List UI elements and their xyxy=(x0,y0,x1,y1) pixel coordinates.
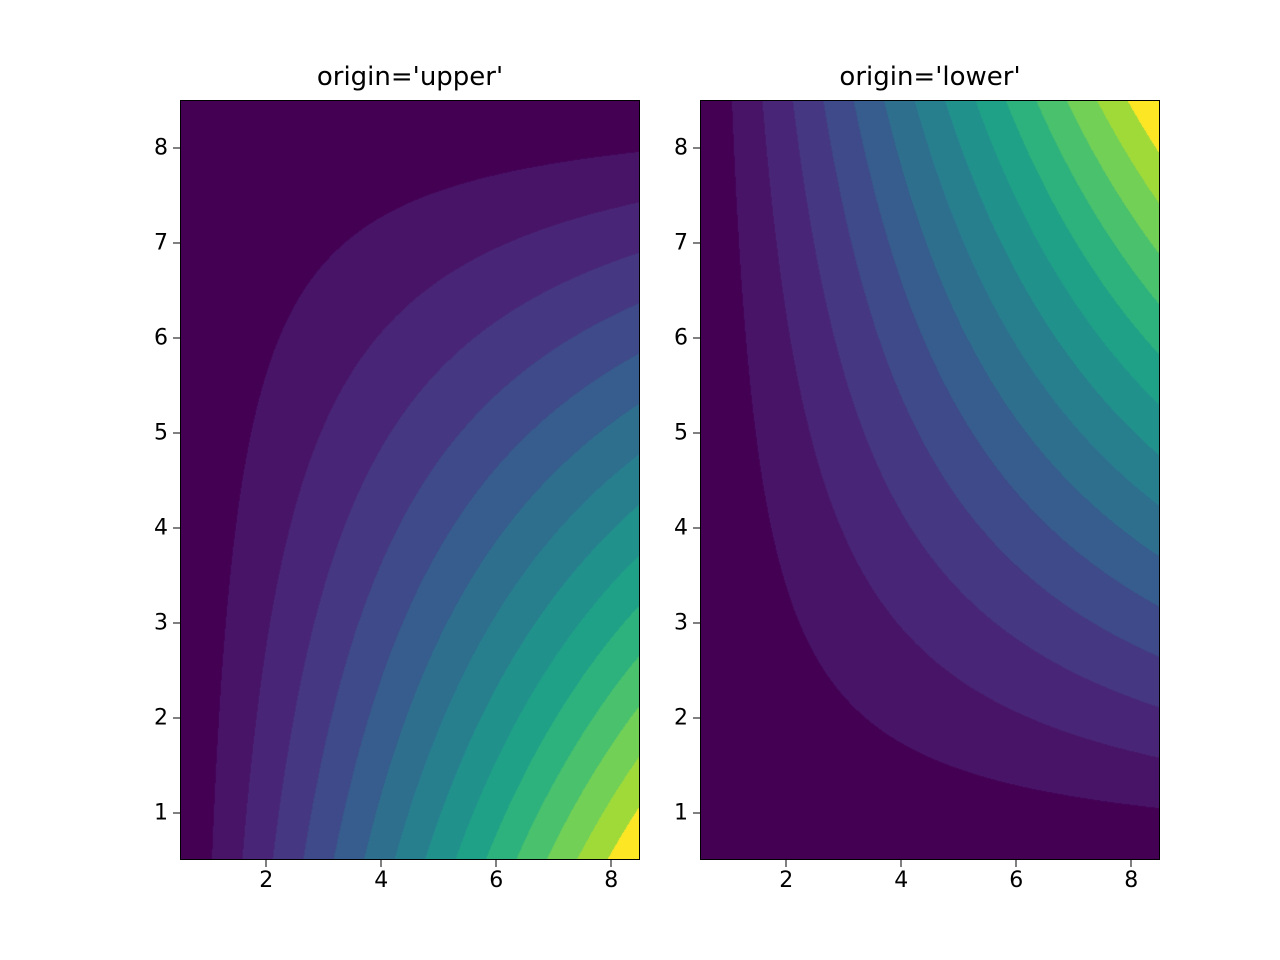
xtick-label: 2 xyxy=(259,868,273,893)
xtick-mark xyxy=(266,860,267,867)
ytick-label: 3 xyxy=(674,610,688,635)
figure: origin='upper' 246812345678 origin='lowe… xyxy=(0,0,1280,960)
ytick-mark xyxy=(693,622,700,623)
xtick-mark xyxy=(1131,860,1132,867)
xtick-label: 4 xyxy=(894,868,908,893)
xtick-mark xyxy=(901,860,902,867)
ytick-label: 1 xyxy=(154,800,168,825)
ytick-label: 1 xyxy=(674,800,688,825)
xtick-mark xyxy=(381,860,382,867)
ytick-mark xyxy=(173,432,180,433)
ytick-mark xyxy=(693,147,700,148)
ytick-label: 3 xyxy=(154,610,168,635)
ytick-mark xyxy=(173,337,180,338)
contour-canvas xyxy=(701,101,1159,859)
ytick-label: 2 xyxy=(674,705,688,730)
ytick-label: 8 xyxy=(154,135,168,160)
ytick-label: 5 xyxy=(154,420,168,445)
ytick-mark xyxy=(693,337,700,338)
subplot-title: origin='lower' xyxy=(700,62,1160,92)
ytick-mark xyxy=(693,812,700,813)
ytick-mark xyxy=(693,717,700,718)
ytick-mark xyxy=(693,432,700,433)
xtick-label: 6 xyxy=(1009,868,1023,893)
xtick-mark xyxy=(496,860,497,867)
subplot-upper: origin='upper' 246812345678 xyxy=(180,100,640,860)
xtick-label: 8 xyxy=(1124,868,1138,893)
ytick-mark xyxy=(173,527,180,528)
xtick-mark xyxy=(1016,860,1017,867)
ytick-mark xyxy=(693,242,700,243)
subplot-lower: origin='lower' 246812345678 xyxy=(700,100,1160,860)
ytick-label: 5 xyxy=(674,420,688,445)
xtick-mark xyxy=(786,860,787,867)
xtick-label: 6 xyxy=(489,868,503,893)
ytick-mark xyxy=(173,812,180,813)
xtick-label: 2 xyxy=(779,868,793,893)
plot-area xyxy=(700,100,1160,860)
ytick-label: 6 xyxy=(154,325,168,350)
ytick-label: 7 xyxy=(674,230,688,255)
xtick-label: 4 xyxy=(374,868,388,893)
subplot-title: origin='upper' xyxy=(180,62,640,92)
ytick-label: 7 xyxy=(154,230,168,255)
ytick-mark xyxy=(173,242,180,243)
xtick-mark xyxy=(611,860,612,867)
contour-canvas xyxy=(181,101,639,859)
ytick-mark xyxy=(693,527,700,528)
ytick-label: 6 xyxy=(674,325,688,350)
ytick-mark xyxy=(173,147,180,148)
ytick-mark xyxy=(173,717,180,718)
ytick-label: 2 xyxy=(154,705,168,730)
ytick-mark xyxy=(173,622,180,623)
ytick-label: 4 xyxy=(674,515,688,540)
xtick-label: 8 xyxy=(604,868,618,893)
ytick-label: 8 xyxy=(674,135,688,160)
ytick-label: 4 xyxy=(154,515,168,540)
plot-area xyxy=(180,100,640,860)
